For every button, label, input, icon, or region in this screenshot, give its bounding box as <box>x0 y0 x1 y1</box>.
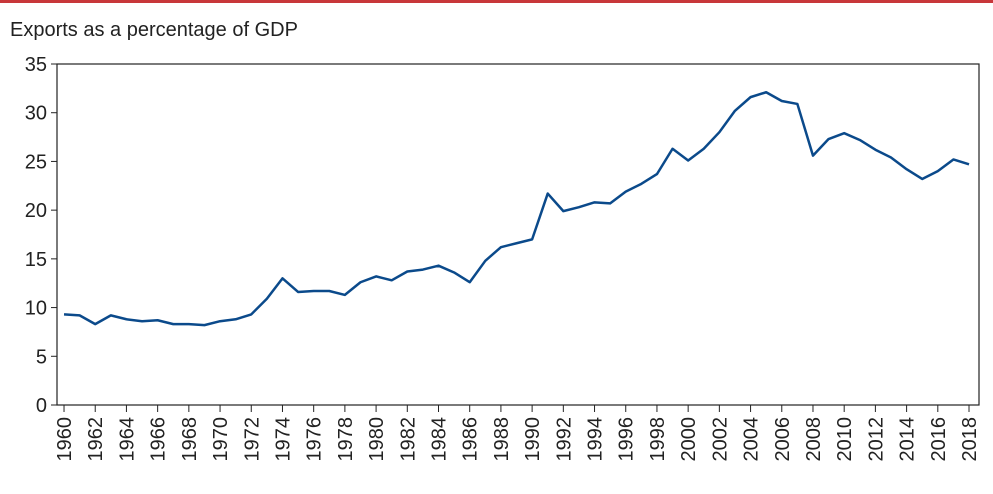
y-tick-label: 25 <box>25 151 47 173</box>
x-tick-label: 2012 <box>865 417 887 462</box>
y-tick-label: 10 <box>25 298 47 320</box>
x-tick-label: 1996 <box>616 417 638 462</box>
line-series <box>63 91 970 327</box>
x-tick-label: 2014 <box>897 417 919 462</box>
x-tick-label: 2018 <box>959 417 981 462</box>
x-tick-label: 1970 <box>210 417 232 462</box>
x-tick-label: 1964 <box>116 417 138 462</box>
x-tick-label: 1968 <box>179 417 201 462</box>
x-tick-label: 1984 <box>429 417 451 462</box>
x-tick-label: 1962 <box>85 417 107 462</box>
x-tick-label: 2010 <box>834 417 856 462</box>
x-tick-label: 2006 <box>772 417 794 462</box>
y-tick-label: 0 <box>36 395 47 417</box>
x-tick-label: 2008 <box>803 417 825 462</box>
y-tick-label: 35 <box>25 54 47 76</box>
x-tick-label: 1974 <box>272 417 294 462</box>
x-tick-label: 1982 <box>397 417 419 462</box>
x-tick-label: 2004 <box>741 417 763 462</box>
x-tick-label: 1992 <box>553 417 575 462</box>
y-tick-label: 30 <box>25 103 47 125</box>
x-tick-label: 2016 <box>928 417 950 462</box>
top-rule <box>0 0 993 3</box>
x-tick-label: 2000 <box>678 417 700 462</box>
x-tick-label: 1978 <box>335 417 357 462</box>
plot-frame <box>56 63 980 406</box>
x-tick-label: 2002 <box>709 417 731 462</box>
chart-title: Exports as a percentage of GDP <box>10 19 298 41</box>
x-tick-label: 1976 <box>304 417 326 462</box>
x-tick-label: 1990 <box>522 417 544 462</box>
x-tick-label: 1966 <box>148 417 170 462</box>
x-tick-label: 1988 <box>491 417 513 462</box>
y-tick-label: 5 <box>36 346 47 368</box>
x-tick-label: 1960 <box>54 417 76 462</box>
y-tick-label: 20 <box>25 200 47 222</box>
x-tick-label: 1972 <box>241 417 263 462</box>
y-tick-label: 15 <box>25 249 47 271</box>
x-tick-label: 1994 <box>585 417 607 462</box>
x-tick-label: 1998 <box>647 417 669 462</box>
x-tick-label: 1980 <box>366 417 388 462</box>
x-tick-label: 1986 <box>460 417 482 462</box>
